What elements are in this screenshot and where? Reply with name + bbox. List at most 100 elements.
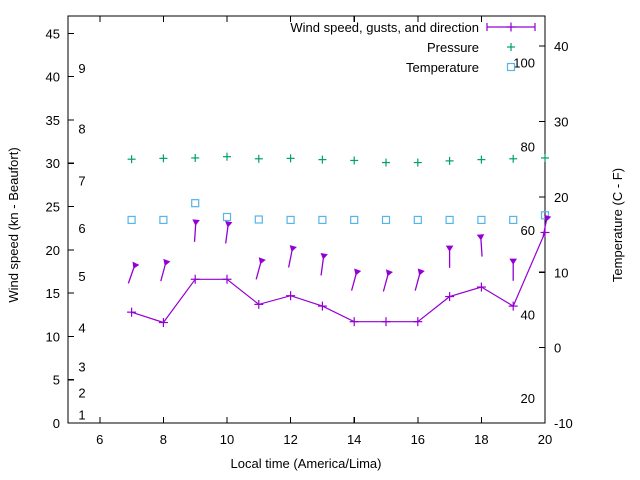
beaufort-label: 7 bbox=[78, 174, 85, 189]
wind-speed-point bbox=[381, 317, 391, 327]
beaufort-label: 5 bbox=[78, 269, 85, 284]
wind-direction-arrow bbox=[225, 220, 233, 244]
pressure-point bbox=[445, 156, 454, 165]
wind-direction-arrow bbox=[287, 245, 297, 268]
beaufort-label: 4 bbox=[78, 321, 85, 336]
temperature-point bbox=[318, 215, 327, 225]
beaufort-label: 3 bbox=[78, 360, 85, 375]
pressure-point bbox=[286, 154, 295, 163]
pressure-point bbox=[477, 155, 486, 164]
wind-direction-arrow bbox=[192, 219, 200, 242]
y-tick-label: 35 bbox=[46, 113, 60, 128]
wind-series bbox=[127, 214, 552, 328]
y-tick-label: 5 bbox=[53, 373, 60, 388]
legend-label: Pressure bbox=[427, 40, 479, 55]
beaufort-label: 8 bbox=[78, 122, 85, 137]
wind-speed-point bbox=[476, 282, 486, 292]
legend-label: Temperature bbox=[406, 60, 479, 75]
wind-speed-point bbox=[190, 274, 200, 284]
pressure-point bbox=[127, 155, 136, 164]
temperature-series bbox=[127, 199, 550, 225]
y2-tick-label: 10 bbox=[554, 265, 568, 280]
fahrenheit-label: 80 bbox=[521, 139, 535, 154]
temperature-point bbox=[509, 215, 518, 225]
plot-frame bbox=[67, 15, 546, 424]
wind-direction-arrow bbox=[542, 214, 552, 238]
temperature-point bbox=[413, 215, 422, 225]
pressure-point bbox=[350, 156, 359, 165]
chart-legend: Wind speed, gusts, and direction Pressure… bbox=[290, 20, 536, 75]
legend-marker bbox=[506, 62, 516, 72]
y2-tick-label: -10 bbox=[554, 416, 573, 431]
x-tick-label: 12 bbox=[283, 432, 297, 447]
pressure-series bbox=[127, 152, 549, 167]
pressure-point bbox=[159, 154, 168, 163]
temperature-point bbox=[159, 215, 168, 225]
wind-direction-arrow bbox=[509, 258, 517, 281]
y-tick-label: 40 bbox=[46, 70, 60, 85]
y2-tick-label: 40 bbox=[554, 39, 568, 54]
temperature-point bbox=[477, 215, 486, 225]
legend-marker bbox=[486, 22, 536, 32]
wind-speed-point bbox=[508, 301, 518, 311]
fahrenheit-label: 100 bbox=[513, 56, 535, 71]
x-axis-title: Local time (America/Lima) bbox=[231, 456, 382, 471]
y-tick-label: 30 bbox=[46, 156, 60, 171]
pressure-point bbox=[382, 158, 390, 167]
wind-speed-point bbox=[445, 292, 455, 302]
y2-tick-label: 20 bbox=[554, 190, 568, 205]
x-tick-label: 20 bbox=[538, 432, 552, 447]
wind-speed-point bbox=[413, 317, 423, 327]
wind-direction-arrow bbox=[160, 258, 171, 282]
legend-label: Wind speed, gusts, and direction bbox=[290, 20, 479, 35]
legend-marker bbox=[507, 43, 515, 51]
wind-speed-point bbox=[349, 317, 359, 327]
wind-speed-point bbox=[127, 307, 137, 317]
x-tick-label: 6 bbox=[96, 432, 103, 447]
wind-direction-arrow bbox=[350, 268, 362, 291]
y2-tick-label: 0 bbox=[554, 341, 561, 356]
temperature-point bbox=[222, 212, 232, 222]
wind-speed-point bbox=[286, 291, 296, 301]
temperature-point bbox=[540, 211, 550, 220]
y-axis-left-ticks: 0 5 10 15 20 25 30 35 40 45 bbox=[46, 26, 74, 431]
x-tick-label: 18 bbox=[474, 432, 488, 447]
pressure-point bbox=[223, 152, 231, 161]
beaufort-scale-labels: 1 2 3 4 5 6 7 8 9 bbox=[78, 61, 85, 422]
temperature-point bbox=[254, 215, 263, 224]
temperature-point bbox=[445, 215, 454, 225]
wind-speed-line bbox=[131, 232, 546, 324]
x-tick-label: 10 bbox=[220, 432, 234, 447]
wind-speed-point bbox=[254, 299, 264, 309]
wind-speed-point bbox=[158, 318, 168, 328]
wind-direction-arrow bbox=[255, 257, 266, 280]
y-tick-label: 25 bbox=[46, 200, 60, 215]
y-tick-label: 20 bbox=[46, 243, 60, 258]
temperature-point bbox=[286, 215, 295, 225]
wind-direction-arrow bbox=[127, 261, 140, 284]
temperature-point bbox=[191, 199, 200, 208]
y-axis-right-ticks: -10 0 10 20 30 40 bbox=[539, 39, 573, 431]
wind-direction-arrow bbox=[476, 234, 485, 257]
wind-direction-arrow bbox=[445, 245, 454, 268]
temperature-point bbox=[381, 215, 391, 225]
beaufort-label: 2 bbox=[78, 386, 85, 401]
pressure-point bbox=[254, 154, 263, 163]
axis-titles: Local time (America/Lima) Wind speed (kn… bbox=[6, 147, 625, 471]
wind-speed-point bbox=[222, 274, 232, 284]
temperature-point bbox=[350, 215, 359, 225]
beaufort-label: 1 bbox=[78, 407, 85, 422]
beaufort-label: 9 bbox=[78, 61, 85, 76]
temperature-point bbox=[127, 215, 136, 225]
fahrenheit-label: 20 bbox=[521, 391, 535, 406]
fahrenheit-label: 60 bbox=[521, 223, 535, 238]
y-axis-left-title: Wind speed (kn - Beaufort) bbox=[6, 147, 21, 302]
y-tick-label: 45 bbox=[46, 26, 60, 41]
pressure-point bbox=[509, 154, 518, 163]
wind-direction-arrow bbox=[414, 268, 425, 291]
wind-speed-point bbox=[317, 301, 327, 311]
x-tick-label: 14 bbox=[347, 432, 361, 447]
pressure-point bbox=[541, 153, 549, 162]
fahrenheit-label: 40 bbox=[521, 307, 535, 322]
